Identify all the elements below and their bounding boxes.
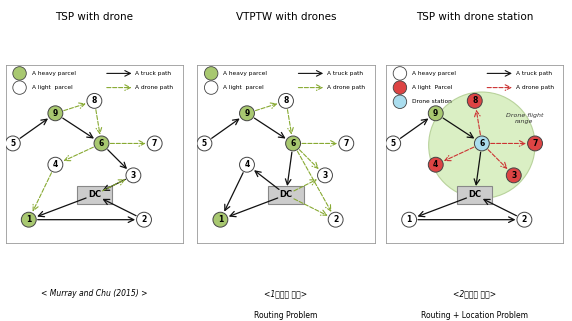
FancyBboxPatch shape bbox=[457, 186, 492, 204]
Circle shape bbox=[474, 136, 489, 151]
Circle shape bbox=[506, 168, 521, 183]
Circle shape bbox=[428, 106, 443, 121]
Text: A truck path: A truck path bbox=[515, 71, 551, 76]
Text: 4: 4 bbox=[433, 160, 438, 169]
Text: 4: 4 bbox=[244, 160, 249, 169]
Circle shape bbox=[5, 136, 20, 151]
Text: DC: DC bbox=[468, 190, 481, 199]
Text: DC: DC bbox=[88, 190, 101, 199]
Circle shape bbox=[517, 212, 532, 227]
Circle shape bbox=[126, 168, 141, 183]
Text: 5: 5 bbox=[391, 139, 396, 148]
Text: A heavy parcel: A heavy parcel bbox=[223, 71, 267, 76]
Text: 2: 2 bbox=[333, 215, 338, 224]
Circle shape bbox=[393, 95, 407, 108]
Text: < Murray and Chu (2015) >: < Murray and Chu (2015) > bbox=[41, 289, 148, 298]
Text: 5: 5 bbox=[202, 139, 207, 148]
Text: A drone path: A drone path bbox=[515, 85, 554, 90]
Circle shape bbox=[21, 212, 36, 227]
Text: 7: 7 bbox=[533, 139, 538, 148]
Text: 3: 3 bbox=[511, 171, 517, 180]
Text: TSP with drone station: TSP with drone station bbox=[416, 13, 534, 22]
Circle shape bbox=[386, 136, 400, 151]
Text: <1차년도 연구>: <1차년도 연구> bbox=[264, 289, 308, 298]
Circle shape bbox=[428, 157, 443, 172]
Text: 1: 1 bbox=[407, 215, 412, 224]
Text: Drone station: Drone station bbox=[412, 99, 452, 104]
Text: 6: 6 bbox=[479, 139, 484, 148]
Text: VTPTW with drones: VTPTW with drones bbox=[236, 13, 336, 22]
Circle shape bbox=[467, 93, 482, 108]
Text: 8: 8 bbox=[472, 96, 478, 105]
Text: <2차년도 연구>: <2차년도 연구> bbox=[453, 289, 496, 298]
Circle shape bbox=[147, 136, 162, 151]
Circle shape bbox=[204, 81, 218, 94]
Text: 6: 6 bbox=[99, 139, 104, 148]
Circle shape bbox=[317, 168, 332, 183]
Circle shape bbox=[240, 157, 255, 172]
Circle shape bbox=[402, 212, 416, 227]
Circle shape bbox=[393, 81, 407, 94]
Circle shape bbox=[94, 136, 109, 151]
Text: A truck path: A truck path bbox=[135, 71, 171, 76]
Text: 1: 1 bbox=[26, 215, 31, 224]
Text: A heavy parcel: A heavy parcel bbox=[31, 71, 76, 76]
Circle shape bbox=[48, 157, 63, 172]
Text: A drone path: A drone path bbox=[135, 85, 173, 90]
Text: 6: 6 bbox=[291, 139, 296, 148]
Circle shape bbox=[48, 106, 63, 121]
Text: 2: 2 bbox=[522, 215, 527, 224]
Text: 8: 8 bbox=[92, 96, 97, 105]
Text: 7: 7 bbox=[152, 139, 157, 148]
Circle shape bbox=[204, 67, 218, 80]
Text: A light  parcel: A light parcel bbox=[223, 85, 264, 90]
Text: 3: 3 bbox=[131, 171, 136, 180]
Text: 2: 2 bbox=[141, 215, 146, 224]
Text: 8: 8 bbox=[283, 96, 289, 105]
Text: 4: 4 bbox=[53, 160, 58, 169]
Circle shape bbox=[339, 136, 353, 151]
Circle shape bbox=[328, 212, 343, 227]
Text: 9: 9 bbox=[244, 109, 249, 118]
Text: TSP with drone: TSP with drone bbox=[55, 13, 133, 22]
Circle shape bbox=[285, 136, 300, 151]
FancyBboxPatch shape bbox=[268, 186, 304, 204]
Text: 3: 3 bbox=[323, 171, 328, 180]
Text: A truck path: A truck path bbox=[327, 71, 363, 76]
Circle shape bbox=[240, 106, 255, 121]
Circle shape bbox=[213, 212, 228, 227]
Text: Routing + Location Problem: Routing + Location Problem bbox=[421, 311, 529, 320]
Text: Routing Problem: Routing Problem bbox=[255, 311, 317, 320]
FancyBboxPatch shape bbox=[77, 186, 112, 204]
Text: A drone path: A drone path bbox=[327, 85, 365, 90]
Text: DC: DC bbox=[280, 190, 292, 199]
Circle shape bbox=[13, 81, 26, 94]
Text: A heavy parcel: A heavy parcel bbox=[412, 71, 456, 76]
Circle shape bbox=[197, 136, 212, 151]
Text: 1: 1 bbox=[218, 215, 223, 224]
Circle shape bbox=[279, 93, 293, 108]
Text: A light  parcel: A light parcel bbox=[31, 85, 73, 90]
Circle shape bbox=[137, 212, 152, 227]
Circle shape bbox=[13, 67, 26, 80]
Text: Drone flight
range: Drone flight range bbox=[506, 113, 543, 124]
Circle shape bbox=[527, 136, 542, 151]
Text: A light  Parcel: A light Parcel bbox=[412, 85, 452, 90]
Text: 9: 9 bbox=[53, 109, 58, 118]
Text: 9: 9 bbox=[433, 109, 438, 118]
Circle shape bbox=[428, 92, 535, 198]
Text: 7: 7 bbox=[344, 139, 349, 148]
Circle shape bbox=[87, 93, 102, 108]
Text: 5: 5 bbox=[10, 139, 15, 148]
Circle shape bbox=[393, 67, 407, 80]
